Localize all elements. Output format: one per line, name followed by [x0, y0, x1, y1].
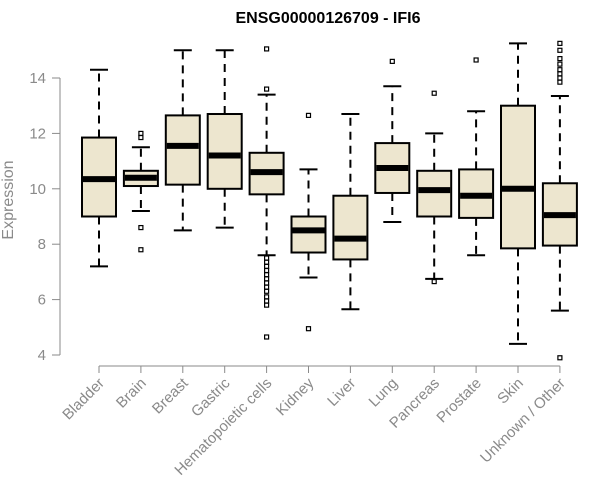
outlier-point — [264, 302, 270, 308]
outlier-point — [305, 326, 312, 332]
y-tick-label: 14 — [29, 70, 46, 87]
x-tick-label: Skin — [494, 375, 527, 408]
x-tick-label: Brain — [113, 375, 150, 412]
x-tick-label: Breast — [149, 374, 192, 417]
box-group — [416, 90, 453, 285]
box-group — [81, 68, 117, 268]
box-group — [500, 42, 536, 345]
y-tick-label: 4 — [38, 347, 46, 364]
outlier-point — [138, 134, 144, 141]
box-iqr — [500, 104, 536, 250]
x-tick-label: Bladder — [59, 375, 108, 424]
outlier-point — [557, 61, 563, 67]
outlier-point — [473, 57, 479, 63]
box-group — [290, 112, 327, 332]
x-tick-label: Liver — [324, 375, 359, 410]
outlier-point — [138, 224, 144, 231]
outlier-point — [264, 263, 270, 269]
box-group — [541, 40, 578, 361]
outlier-point — [264, 46, 270, 52]
plot-area — [81, 40, 578, 361]
box-iqr — [332, 194, 369, 261]
outlier-point — [264, 86, 270, 92]
box-iqr — [206, 113, 243, 190]
box-iqr — [290, 215, 327, 254]
outlier-point — [264, 284, 270, 290]
outlier-point — [264, 334, 270, 340]
outlier-point — [264, 298, 270, 304]
outlier-point — [264, 259, 270, 265]
x-tick-label: Lung — [366, 375, 402, 411]
y-tick-label: 8 — [38, 236, 46, 253]
outlier-point — [557, 67, 563, 73]
outlier-point — [557, 355, 563, 361]
box-group — [458, 57, 495, 257]
outlier-point — [557, 47, 563, 53]
outlier-point — [138, 130, 144, 136]
outlier-point — [389, 58, 395, 64]
box-group — [374, 58, 411, 224]
outlier-point — [557, 40, 563, 46]
outlier-point — [431, 90, 437, 96]
box-group — [248, 46, 285, 340]
outlier-point — [431, 278, 437, 285]
box-iqr — [164, 114, 201, 186]
box-group — [206, 49, 243, 229]
x-tick-label: Prostate — [433, 375, 485, 427]
box-iqr — [416, 169, 453, 218]
box-group — [332, 113, 369, 311]
outlier-point — [264, 288, 270, 294]
outlier-point — [557, 79, 563, 85]
outlier-point — [264, 272, 270, 278]
outlier-point — [264, 280, 270, 286]
outlier-point — [264, 255, 270, 261]
outlier-point — [557, 75, 563, 81]
outlier-point — [138, 247, 144, 253]
outlier-point — [264, 276, 270, 282]
x-tick-label: Kidney — [273, 374, 318, 419]
outlier-point — [557, 56, 563, 62]
y-tick-label: 10 — [29, 181, 46, 198]
outlier-point — [264, 294, 270, 300]
box-group — [122, 130, 159, 253]
box-group — [164, 49, 201, 232]
y-axis-label: Expression — [0, 160, 17, 239]
chart-title: ENSG00000126709 - IFI6 — [235, 10, 420, 27]
outlier-point — [305, 112, 312, 118]
y-tick-label: 6 — [38, 292, 46, 309]
outlier-point — [264, 267, 270, 274]
y-tick-label: 12 — [29, 125, 46, 142]
outlier-point — [557, 71, 563, 77]
